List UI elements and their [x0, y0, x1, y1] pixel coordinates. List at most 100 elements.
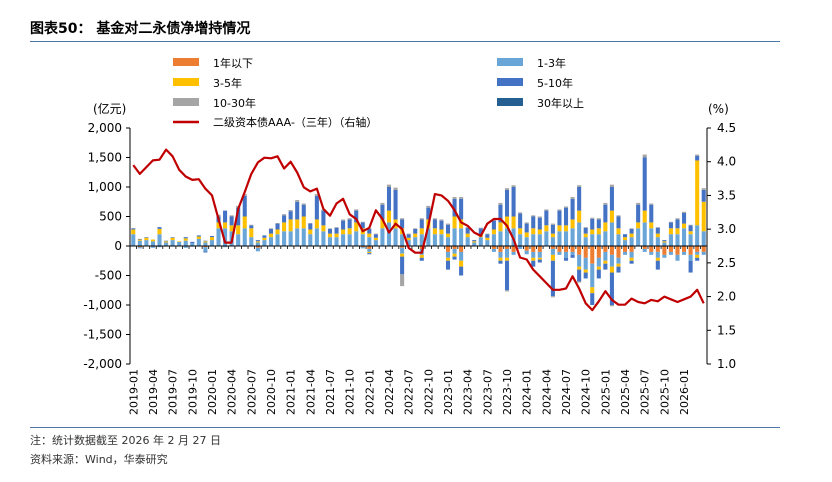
bar-segment-s4 [498, 204, 503, 223]
bar-segment-s5 [524, 222, 529, 224]
bar-segment-s4 [583, 227, 588, 234]
bar-segment-s2-negative [511, 251, 516, 255]
x-tick-label: 2023-01 [442, 369, 455, 415]
bar-segment-s2-negative [629, 251, 634, 258]
bar-segment-s4 [557, 210, 562, 226]
left-tick-label: 2,000 [88, 121, 122, 135]
bar-segment-s3 [327, 233, 333, 238]
bar-segment-s4 [439, 220, 444, 230]
right-tick-label: 3.5 [717, 188, 736, 202]
left-tick-label: 500 [99, 210, 122, 224]
bar-segment-s5 [393, 187, 398, 190]
footer-divider [30, 427, 780, 428]
bar-segment-s3 [472, 241, 477, 243]
bar-segment-s4 [131, 228, 136, 230]
bar-segment-s3 [223, 222, 228, 229]
bar-segment-s4 [170, 237, 175, 238]
bar-segment-s4 [649, 204, 654, 223]
source-note: 资料来源：Wind，华泰研究 [30, 453, 168, 466]
bar-segment-s5 [295, 199, 300, 202]
bar-segment-s3 [682, 223, 687, 229]
bar-segment-s4 [459, 198, 464, 220]
bar-segment-s3 [255, 241, 260, 243]
bar-segment-s5 [341, 219, 346, 221]
bar-segment-s3 [557, 225, 562, 232]
bar-segment-s3 [629, 233, 634, 238]
bar-segment-s5 [504, 188, 510, 190]
bar-segment-s2 [550, 237, 555, 246]
bar-segment-s5 [354, 209, 359, 211]
bar-segment-s3-negative [445, 257, 451, 261]
bar-segment-s5 [636, 202, 641, 205]
bar-segment-s5-negative [550, 296, 555, 298]
bar-segment-s4 [137, 238, 142, 240]
bar-segment-s3 [504, 216, 510, 229]
bar-segment-s2-negative [150, 246, 155, 248]
bar-segment-s2 [327, 237, 333, 246]
bar-segment-s3 [157, 228, 162, 235]
bar-segment-s4-negative [603, 263, 608, 270]
bar-segment-s5 [649, 203, 654, 205]
bar-segment-s3 [177, 241, 182, 242]
bar-segment-s5 [485, 233, 490, 235]
bar-segment-s3 [452, 216, 457, 229]
bar-segment-s4 [157, 227, 162, 229]
legend-label-1-3y: 1-3年 [537, 56, 566, 70]
bar-segment-s5 [308, 222, 313, 224]
bar-segment-s3-negative [367, 251, 372, 254]
bar-segment-s2-negative [524, 250, 529, 255]
x-tick-label: 2022-10 [422, 369, 435, 415]
bar-segment-s2-negative [590, 263, 595, 288]
bar-segment-s1-negative [662, 246, 667, 255]
bar-segment-s4 [426, 207, 431, 220]
bar-segment-s5 [380, 202, 385, 205]
x-tick-label: 2019-10 [186, 369, 199, 415]
left-axis-unit: (亿元) [93, 101, 126, 116]
bar-segment-s1-negative [695, 246, 700, 252]
bar-segment-s4 [203, 240, 208, 242]
bar-segment-s4-negative [367, 253, 372, 255]
bar-segment-s1-negative [577, 246, 582, 255]
bar-segment-s2 [557, 231, 562, 246]
bar-segment-s4-negative [419, 257, 424, 261]
bar-segment-s1-negative [557, 246, 562, 252]
bar-segment-s2-negative [642, 248, 647, 252]
bar-segment-s3 [531, 228, 536, 235]
bar-segment-s2 [432, 234, 437, 246]
bar-segment-s2-negative [537, 251, 542, 258]
bar-segment-s3 [655, 233, 660, 238]
bar-segment-s2 [596, 234, 601, 246]
bar-segment-s1-negative [596, 246, 601, 258]
bar-segment-s2 [491, 234, 496, 246]
bar-segment-s2-negative [223, 246, 228, 248]
legend-swatch-30y-plus [497, 98, 523, 106]
title-divider [30, 41, 780, 42]
bar-segment-s3 [203, 241, 208, 243]
bar-segment-s3 [518, 228, 523, 235]
bar-segment-s5 [583, 227, 588, 228]
bar-segment-s3 [295, 219, 300, 229]
x-tick-label: 2026-01 [678, 369, 691, 415]
bar-segment-s5-negative [609, 305, 614, 307]
bar-segment-s4 [668, 222, 673, 229]
bar-segment-s4 [196, 235, 201, 237]
footnote: 注：统计数据截至 2026 年 2 月 27 日 [30, 434, 221, 447]
bar-segment-s3-negative [616, 263, 621, 267]
bar-segment-s4-negative [563, 257, 569, 261]
bar-segment-s5 [334, 227, 339, 228]
bar-segment-s5 [459, 197, 464, 199]
bar-segment-s4 [550, 224, 555, 234]
bar-segment-s2 [682, 228, 687, 246]
bar-segment-s5 [688, 224, 693, 226]
bar-segment-s1-negative [203, 246, 208, 248]
bar-segment-s2 [642, 222, 647, 246]
bar-segment-s3 [439, 229, 444, 235]
right-tick-label: 4.5 [717, 121, 736, 135]
bar-segment-s4 [524, 223, 529, 233]
x-tick-label: 2020-04 [226, 369, 239, 415]
bar-segment-s5 [400, 218, 405, 220]
x-tick-label: 2025-10 [658, 369, 671, 415]
bar-segment-s5 [347, 218, 352, 220]
bar-segment-s3-negative [531, 257, 536, 261]
